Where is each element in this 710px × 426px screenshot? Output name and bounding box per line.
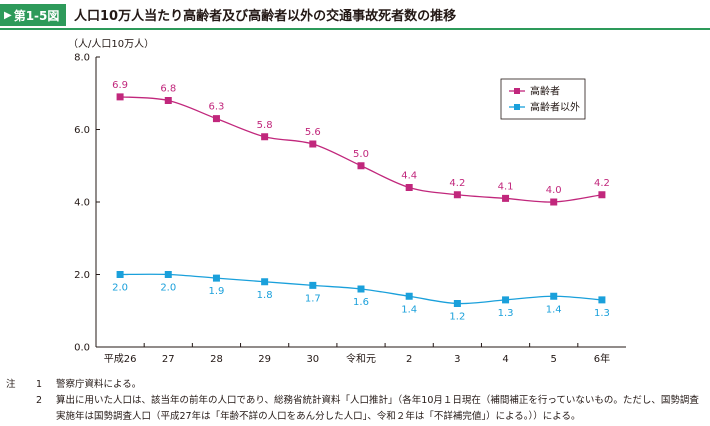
x-tick-label: 平成26 bbox=[104, 353, 137, 365]
data-label: 4.2 bbox=[449, 178, 465, 189]
data-point bbox=[212, 115, 220, 123]
x-tick-label: 29 bbox=[258, 354, 271, 365]
data-point bbox=[164, 271, 172, 278]
x-tick-label: 3 bbox=[454, 354, 460, 365]
note-number: 2 bbox=[35, 395, 42, 406]
data-point bbox=[261, 278, 269, 286]
data-label: 5.0 bbox=[353, 149, 369, 160]
data-label: 4.2 bbox=[594, 178, 610, 189]
data-label: 1.2 bbox=[449, 312, 465, 323]
data-label: 2.0 bbox=[160, 283, 176, 294]
note-row: 実施年は国勢調査人口（平成27年は「年齢不詳の人口をあん分した人口」、令和２年は… bbox=[6, 409, 706, 425]
data-label: 5.8 bbox=[257, 120, 273, 131]
data-point bbox=[116, 93, 124, 101]
data-point bbox=[453, 300, 461, 307]
y-tick-label: 6.0 bbox=[74, 125, 90, 136]
notes: 注 1 警察庁資料による。 2 算出に用いた人口は、該当年の前年の人口であり、総… bbox=[6, 377, 706, 425]
data-label: 6.9 bbox=[112, 80, 128, 91]
data-point bbox=[116, 271, 124, 278]
x-tick-label: 30 bbox=[306, 354, 319, 365]
data-label: 1.7 bbox=[305, 293, 321, 304]
data-label: 2.0 bbox=[112, 283, 128, 294]
note-text: 警察庁資料による。 bbox=[56, 379, 142, 390]
data-point bbox=[502, 194, 510, 202]
legend-marker bbox=[514, 104, 520, 110]
figure-number: 第1-5図 bbox=[13, 8, 60, 23]
note-number: 1 bbox=[35, 379, 42, 390]
data-label: 1.3 bbox=[594, 308, 610, 319]
data-point bbox=[405, 184, 413, 191]
note-row: 注 1 警察庁資料による。 bbox=[6, 377, 706, 393]
triangle-icon: ▶ bbox=[4, 9, 12, 21]
y-axis-label: （人/人口10万人） bbox=[68, 38, 154, 50]
figure-title: 人口10万人当たり高齢者及び高齢者以外の交通事故死者数の推移 bbox=[74, 9, 457, 24]
data-label: 1.8 bbox=[257, 290, 273, 301]
note-mark: 注 bbox=[6, 379, 16, 390]
data-point bbox=[502, 296, 510, 304]
data-label: 1.3 bbox=[498, 308, 514, 319]
x-tick-label: 6年 bbox=[594, 352, 610, 365]
data-point bbox=[550, 292, 558, 300]
data-point bbox=[550, 198, 558, 206]
x-tick-label: 5 bbox=[551, 354, 557, 365]
note-text: 算出に用いた人口は、該当年の前年の人口であり、総務省統計資料「人口推計」（各年1… bbox=[56, 395, 699, 406]
legend-box bbox=[500, 78, 586, 120]
data-point bbox=[357, 285, 365, 293]
data-label: 5.6 bbox=[305, 127, 321, 138]
data-point bbox=[357, 162, 365, 170]
figure-header: ▶ 第1-5図 人口10万人当たり高齢者及び高齢者以外の交通事故死者数の推移 bbox=[0, 0, 710, 30]
data-label: 4.0 bbox=[546, 185, 562, 196]
x-tick-label: 令和元 bbox=[346, 352, 376, 365]
data-point bbox=[261, 133, 269, 141]
data-label: 1.9 bbox=[209, 286, 225, 297]
line-chart: （人/人口10万人） 0.0 2.0 4.0 6.0 8.0 平成26 27 28 29 30 令和元… bbox=[68, 38, 626, 365]
data-point bbox=[309, 281, 317, 289]
figure-number-badge: ▶ 第1-5図 bbox=[0, 4, 66, 26]
x-tick-label: 2 bbox=[406, 354, 412, 365]
data-point bbox=[453, 191, 461, 199]
x-tick-label: 4 bbox=[502, 354, 508, 365]
data-label: 1.4 bbox=[546, 304, 562, 315]
note-number bbox=[26, 409, 42, 425]
data-label: 6.8 bbox=[160, 84, 176, 95]
legend-marker bbox=[514, 88, 520, 94]
data-label: 4.4 bbox=[401, 171, 417, 182]
title-divider bbox=[0, 28, 710, 30]
note-mark bbox=[6, 409, 26, 425]
data-point bbox=[212, 274, 220, 282]
x-tick-label: 27 bbox=[162, 354, 175, 365]
y-tick-label: 4.0 bbox=[74, 198, 90, 209]
note-row: 2 算出に用いた人口は、該当年の前年の人口であり、総務省統計資料「人口推計」（各… bbox=[6, 393, 706, 409]
data-point bbox=[309, 140, 317, 148]
data-label: 1.6 bbox=[353, 297, 369, 308]
y-tick-label: 8.0 bbox=[74, 53, 90, 64]
legend-label: 高齢者以外 bbox=[530, 101, 580, 114]
data-point bbox=[405, 292, 413, 300]
y-tick-label: 0.0 bbox=[74, 343, 90, 354]
y-tick-label: 2.0 bbox=[74, 270, 90, 281]
note-text: 実施年は国勢調査人口（平成27年は「年齢不詳の人口をあん分した人口」、令和２年は… bbox=[56, 411, 581, 422]
legend-label: 高齢者 bbox=[530, 85, 560, 98]
data-point bbox=[598, 296, 606, 304]
data-label: 1.4 bbox=[401, 304, 417, 315]
data-label: 4.1 bbox=[498, 181, 514, 192]
note-mark bbox=[6, 393, 26, 409]
data-point bbox=[164, 97, 172, 104]
x-tick-label: 28 bbox=[210, 354, 223, 365]
data-point bbox=[598, 191, 606, 199]
data-label: 6.3 bbox=[209, 102, 225, 113]
